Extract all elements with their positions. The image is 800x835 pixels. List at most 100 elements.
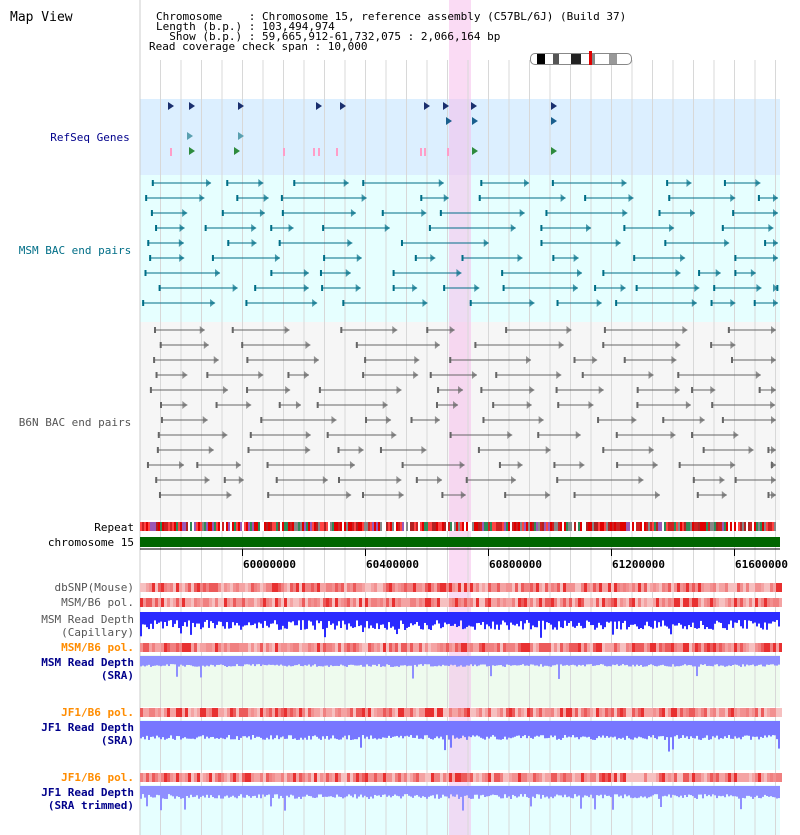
repeat-element [658,522,660,531]
heat-cell [299,583,302,592]
bac-end-marker [771,356,776,364]
heat-cell [683,773,686,782]
heat-cell [656,583,659,592]
read-depth-bar [654,721,656,739]
heat-cell [710,643,713,652]
heat-cell [371,773,374,782]
heat-cell [485,708,488,717]
read-depth-bar [696,721,698,736]
read-depth-bar [154,721,156,739]
heat-cell [200,598,203,607]
read-depth-bar [646,656,648,667]
heat-cell [281,643,284,652]
read-depth-bar [778,721,780,749]
bac-end-marker [414,255,417,261]
read-depth-bar [692,721,694,738]
heat-cell [500,583,503,592]
read-depth-bar [632,612,634,625]
heat-cell [293,643,296,652]
heat-cell [155,708,158,717]
heat-cell [158,643,161,652]
heat-cell [404,598,407,607]
read-depth-bar [614,612,616,622]
heat-cell [605,773,608,782]
heat-cell [554,643,557,652]
bac-end-marker [480,387,483,393]
read-depth-bar [534,656,536,666]
heat-cell [452,598,455,607]
bac-end-marker [654,491,660,499]
heat-cell [629,643,632,652]
bac-end-marker [210,299,216,307]
repeat-element [778,522,780,531]
heat-cell [584,598,587,607]
read-depth-bar [200,656,202,678]
bac-end-marker [157,432,160,438]
heat-cell [323,598,326,607]
bac-end-marker [305,446,311,454]
heat-cell [275,708,278,717]
heat-cell [767,583,770,592]
heat-cell [455,583,458,592]
heat-cell [326,598,329,607]
read-depth-bar [182,612,184,626]
heat-cell [548,598,551,607]
repeat-element [700,522,702,531]
heat-cell [689,773,692,782]
read-depth-bar [728,656,730,666]
bac-end-marker [155,225,158,231]
repeat-element [392,522,394,531]
repeat-element [556,522,558,531]
bac-end-marker [362,180,365,186]
heat-cell [455,773,458,782]
read-depth-bar [326,612,328,628]
heat-cell [683,583,686,592]
bac-end-marker [492,402,495,408]
read-depth-bar [560,786,562,796]
heat-cell [581,773,584,782]
repeat-element [660,522,662,531]
chromosome-ideogram[interactable] [530,53,632,65]
repeat-element [656,522,658,531]
heat-cell [602,643,605,652]
heat-cell [143,583,146,592]
bac-end-marker [355,342,358,348]
bac-end-marker [284,326,290,334]
heat-cell [578,643,581,652]
heat-cell [470,773,473,782]
gene-feature [168,102,174,110]
heat-cell [419,583,422,592]
bac-end-marker [382,401,388,409]
repeat-element [322,522,324,531]
heat-cell [557,708,560,717]
heat-cell [320,708,323,717]
read-depth-bar [624,612,626,621]
read-depth-bar [438,721,440,739]
read-depth-bar [192,612,194,623]
heat-cell [503,643,506,652]
read-depth-bar [540,721,542,736]
read-depth-bar [526,612,528,621]
read-depth-bar [298,612,300,621]
read-depth-bar [546,656,548,666]
read-depth-bar [186,612,188,627]
read-depth-bar [164,786,166,799]
heat-cell [149,708,152,717]
read-depth-bar [258,656,260,665]
heat-cell [380,708,383,717]
read-depth-bar [216,721,218,739]
heat-cell [290,598,293,607]
repeat-element [590,522,592,531]
read-depth-bar [288,612,290,622]
heat-cell [359,583,362,592]
heat-cell [590,583,593,592]
bac-end-marker [254,285,257,291]
read-depth-bar [756,786,758,796]
read-depth-bar [206,656,208,666]
read-depth-bar [244,656,246,665]
heat-cell [611,773,614,782]
heat-cell [695,643,698,652]
repeat-element [612,522,614,531]
bac-end-marker [602,270,605,276]
